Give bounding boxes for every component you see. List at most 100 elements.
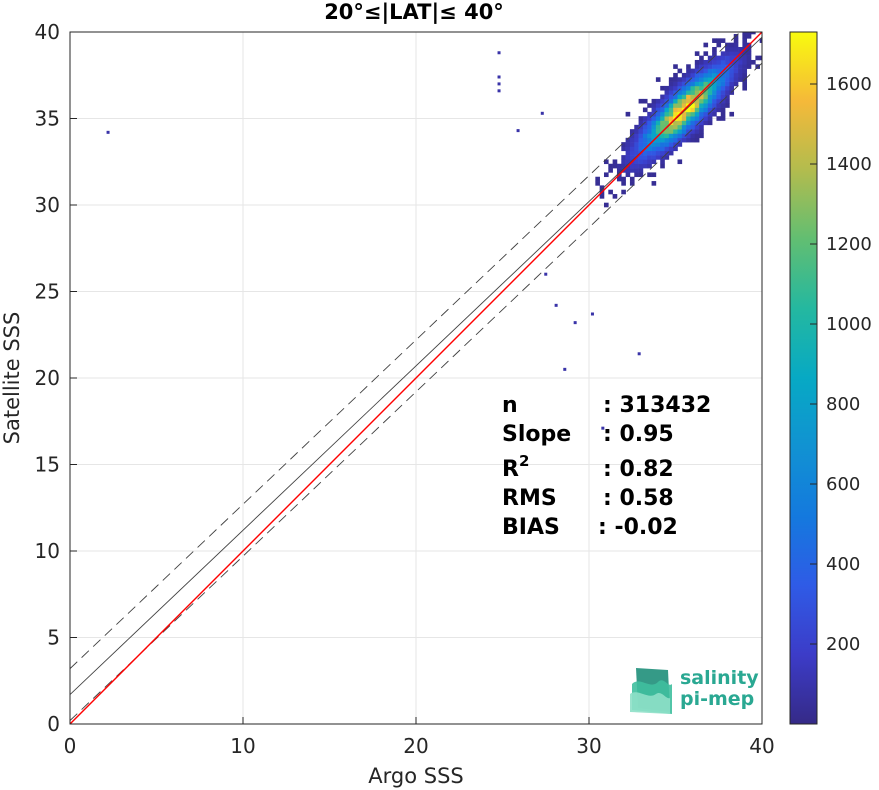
heatmap-cell [647,124,652,130]
heatmap-cell [673,98,678,104]
colorbar-ticks: 200 400 600 800 1000 1200 1400 1600 [810,74,872,655]
heatmap-cell [703,94,709,100]
heatmap-cell [651,159,657,165]
heatmap-cell [655,129,661,134]
heatmap-cell [673,72,678,78]
heatmap-cell [621,142,626,147]
heatmap-cell [677,77,683,82]
heatmap-cell [703,42,709,48]
heatmap-cell [668,137,674,143]
heatmap-cell [694,72,700,78]
heatmap-cell [647,137,652,143]
heatmap-cell [595,181,600,186]
heatmap-cell [668,81,674,87]
heatmap-cell [638,142,644,147]
heatmap-cell [673,137,678,143]
heatmap-cell [638,120,644,126]
heatmap-cell [699,120,704,126]
heatmap-cell [686,133,691,139]
heatmap-cell [655,103,661,108]
heatmap-cell [668,98,674,104]
heatmap-cell [694,133,700,139]
heatmap-cell [655,107,661,113]
heatmap-cell [647,116,652,121]
heatmap-cell [694,68,700,74]
colorbar-tick-label: 1200 [826,234,872,255]
heatmap-cell [699,55,704,61]
heatmap-cell [629,181,635,186]
heatmap-cell [699,124,704,130]
heatmap-cell [720,72,726,78]
heatmap-cell [703,64,709,69]
heatmap-cell [638,133,644,139]
heatmap-cell [720,90,726,95]
heatmap-cell [720,107,726,113]
heatmap-cell [634,172,639,178]
heatmap-cell [686,81,691,87]
heatmap-cell [712,38,717,43]
heatmap-cell [694,98,700,104]
heatmap-cell [699,107,704,113]
y-tick-label: 5 [47,626,60,650]
heatmap-cell [651,116,657,121]
heatmap-cell [759,38,762,43]
heatmap-cell [699,59,704,65]
heatmap-cell [703,90,709,95]
heatmap-cell [625,111,631,117]
heatmap-cell [638,129,644,134]
heatmap-cell [647,146,652,152]
outlier-point [540,111,544,115]
heatmap-cell [677,120,683,126]
heatmap-cell [655,116,661,121]
heatmap-cell [681,116,687,121]
heatmap-cell [603,202,609,208]
outlier-point [554,303,558,307]
heatmap-cell [707,59,713,65]
heatmap-cell [677,107,683,113]
heatmap-cell [694,51,700,56]
heatmap-cell [733,81,739,87]
heatmap-cell [703,103,709,108]
colorbar-tick-label: 200 [826,634,860,655]
heatmap-cell [651,146,657,152]
heatmap-cell [716,90,722,95]
heatmap-cell [634,124,639,130]
heatmap-cell [690,133,696,139]
heatmap-cell [668,129,674,134]
heatmap-cell [707,94,713,100]
heatmap-cell [759,55,762,61]
heatmap-cell [673,133,678,139]
heatmap-cell [742,59,748,65]
heatmap-cell [664,137,670,143]
heatmap-cell [712,59,717,65]
heatmap-cell [681,77,687,82]
heatmap-cell [625,168,631,173]
heatmap-cell [690,94,696,100]
heatmap-cell [677,98,683,104]
heatmap-cell [647,159,652,165]
heatmap-cell [712,46,717,52]
heatmap-cell [751,32,756,35]
heatmap-cell [651,181,657,186]
heatmap-cell [625,142,631,147]
heatmap-cell [716,94,722,100]
heatmap-cell [681,111,687,117]
heatmap-cell [707,77,713,82]
x-tick-label: 40 [749,734,774,758]
heatmap-cell [738,59,743,65]
heatmap-cell [699,94,704,100]
heatmap-cell [716,42,722,48]
heatmap-cell [673,64,678,69]
heatmap-cell [725,55,730,61]
heatmap-cell [660,94,665,100]
heatmap-cell [664,146,670,152]
heatmap-cell [660,163,665,169]
heatmap-cell [699,116,704,121]
heatmap-cell [629,137,635,143]
heatmap-cell [660,150,665,156]
heatmap-cell [694,129,700,134]
heatmap-cell [638,116,644,121]
heatmap-cell [647,103,652,108]
heatmap-cell [647,133,652,139]
heatmap-cell [668,150,674,156]
